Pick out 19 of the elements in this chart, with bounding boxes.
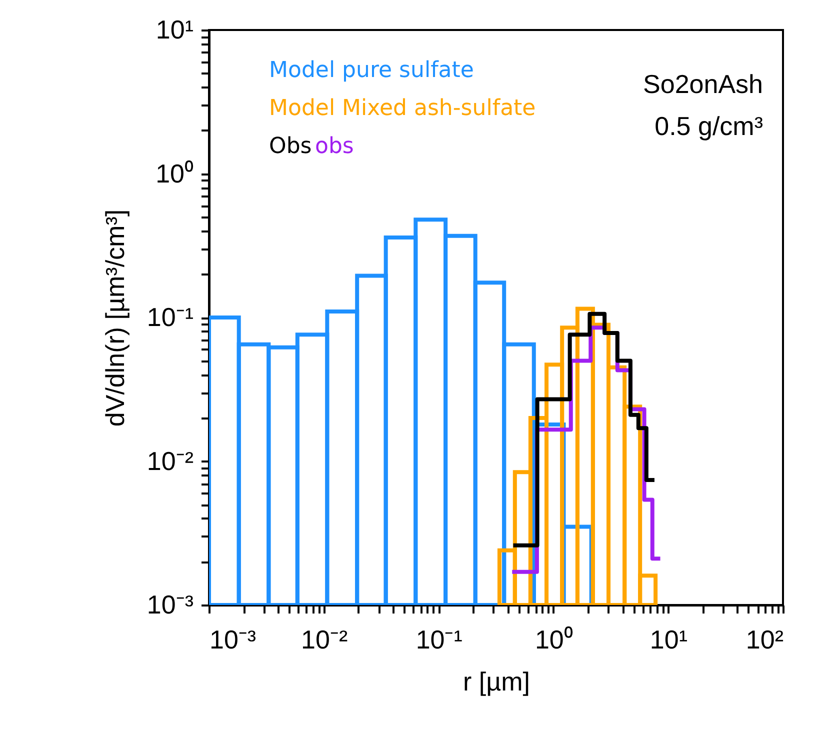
x-tick-label: 10⁰	[534, 624, 573, 654]
y-tick-label: 10¹	[156, 14, 194, 44]
x-axis-title: r [µm]	[463, 666, 530, 696]
y-tick-label: 10⁻²	[146, 446, 194, 476]
annotation: So2onAsh	[643, 69, 763, 99]
y-tick-label: 10⁰	[156, 158, 194, 188]
x-tick-label: 10⁻¹	[416, 624, 463, 654]
annotation: 0.5 g/cm³	[654, 111, 764, 141]
y-axis-title: dV/dln(r) [µm³/cm³]	[100, 209, 130, 427]
x-tick-label: 10²	[746, 624, 784, 654]
text: obs	[315, 134, 354, 159]
x-tick-label: 10¹	[650, 624, 688, 654]
text: Obs	[269, 134, 312, 159]
x-tick-label: 10⁻³	[210, 624, 256, 654]
y-tick-label: 10⁻³	[146, 590, 194, 620]
text: Model pure sulfate	[269, 58, 474, 83]
y-tick-label: 10⁻¹	[146, 302, 194, 332]
x-tick-label: 10⁻²	[301, 624, 348, 654]
text: Model Mixed ash-sulfate	[269, 96, 536, 121]
